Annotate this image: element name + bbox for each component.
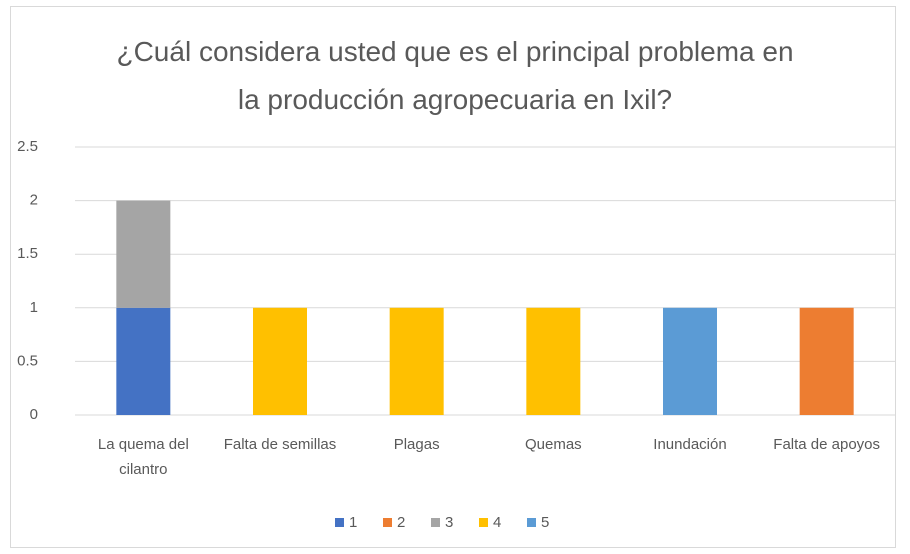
x-tick-label: Quemas xyxy=(524,436,582,453)
y-tick-label: 2.5 xyxy=(17,138,38,155)
y-tick-label: 1.5 xyxy=(17,245,38,262)
bar-segment xyxy=(389,307,444,415)
y-tick-label: 1 xyxy=(30,299,38,316)
legend-swatch xyxy=(431,518,440,527)
legend-label: 3 xyxy=(445,514,453,531)
y-tick-label: 2 xyxy=(30,192,38,209)
bar-segment xyxy=(116,307,171,415)
x-tick-label: Falta de apoyos xyxy=(773,436,881,453)
bar-segment xyxy=(663,307,717,415)
legend-label: 4 xyxy=(493,514,501,531)
x-tick-label: Inundación xyxy=(653,436,727,453)
x-tick-label: Falta de semillas xyxy=(223,436,337,453)
y-tick-label: 0.5 xyxy=(17,352,38,369)
bar-segment xyxy=(116,200,171,308)
legend-swatch xyxy=(335,518,344,527)
legend-swatch xyxy=(479,518,488,527)
legend-swatch xyxy=(527,518,536,527)
chart-frame xyxy=(10,6,896,548)
chart-title: ¿Cuál considera usted que es el principa… xyxy=(116,36,794,115)
bar-segment xyxy=(526,307,581,415)
x-tick-label: Plagas xyxy=(393,436,440,453)
legend-swatch xyxy=(383,518,392,527)
bar-segment xyxy=(799,307,854,415)
bar-segment xyxy=(253,307,307,415)
y-tick-label: 0 xyxy=(30,406,38,423)
legend-label: 1 xyxy=(349,514,357,531)
legend-label: 5 xyxy=(541,514,549,531)
legend-label: 2 xyxy=(397,514,405,531)
x-tick-label: La quema del cilantro xyxy=(97,436,189,478)
